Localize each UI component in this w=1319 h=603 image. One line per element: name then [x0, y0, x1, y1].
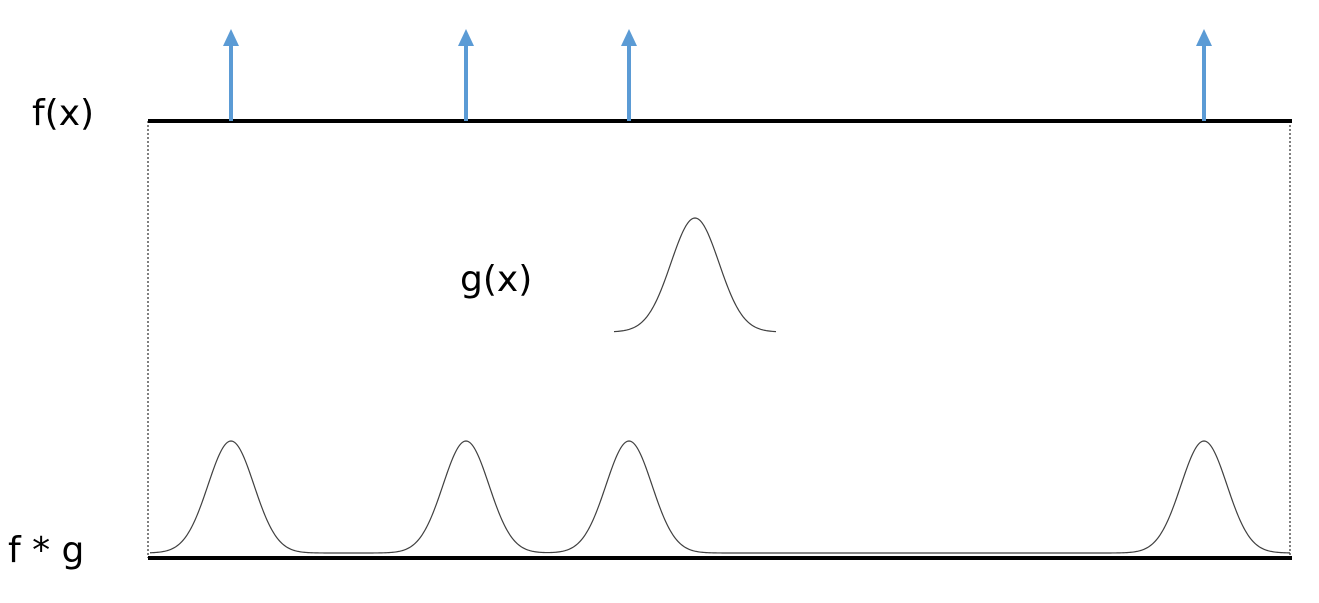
- up-arrow-icon: [621, 29, 637, 46]
- up-arrow-icon: [1196, 29, 1212, 46]
- f-label: f(x): [32, 93, 95, 134]
- impulse-group: [223, 29, 1212, 121]
- g-label: g(x): [460, 259, 533, 300]
- up-arrow-icon: [458, 29, 474, 46]
- g-kernel-curve: [613, 217, 777, 333]
- convolution-label: f * g: [8, 530, 85, 571]
- up-arrow-icon: [223, 29, 239, 46]
- convolution-result-curve: [149, 440, 1291, 554]
